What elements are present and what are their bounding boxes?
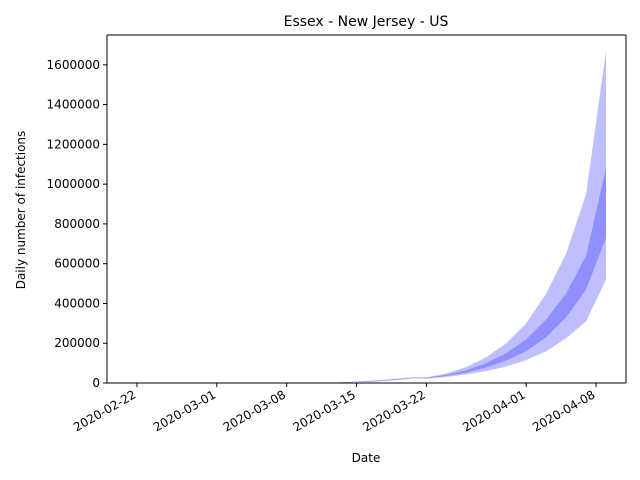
y-axis-title: Daily number of infections	[14, 131, 28, 290]
x-axis-title: Date	[352, 451, 381, 465]
y-tick-label: 400000	[54, 296, 100, 310]
chart-title: Essex - New Jersey - US	[284, 14, 449, 30]
y-tick-label: 600000	[54, 257, 100, 271]
y-tick-label: 200000	[54, 336, 100, 350]
y-tick-label: 1600000	[47, 58, 100, 72]
y-tick-label: 1200000	[47, 137, 100, 151]
y-tick-label: 1000000	[47, 177, 100, 191]
y-tick-label: 800000	[54, 217, 100, 231]
y-tick-label: 0	[92, 376, 100, 390]
y-tick-label: 1400000	[47, 98, 100, 112]
